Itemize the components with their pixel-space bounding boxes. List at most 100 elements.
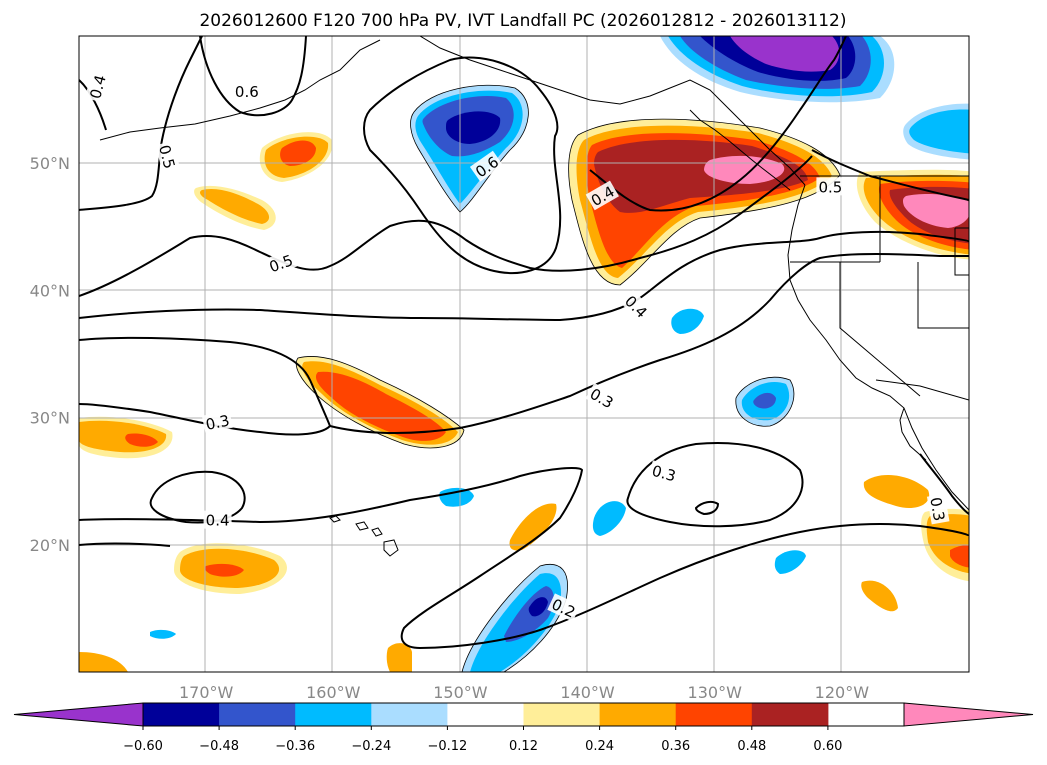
contour-0.3-mid [329,253,969,434]
shade-small-9-orange [386,643,412,672]
contour-0.6-gulf [363,56,562,274]
contour-label-text: 0.5 [155,143,179,171]
lon-tick-label: 150°W [433,683,488,702]
contour-label: 0.4 [84,70,110,103]
contour-0.2-south [79,467,969,650]
contour-0.3-left [79,336,332,436]
shade-inland-pink [902,194,969,228]
contour-0.5-upper [79,155,813,297]
coastlines [99,36,969,557]
colorbar-tick-label: −0.24 [351,739,391,754]
colorbar-segment [599,703,677,726]
contour-label: 0.3 [648,460,680,486]
contour-0.4-mid [79,230,969,322]
shade-small-6-orange [863,475,930,509]
contour-label-text: 0.3 [650,462,678,486]
colorbar-tick-label: −0.48 [199,739,239,754]
coast-alaska-mainland [419,36,806,186]
contour-0.3-se [919,453,969,515]
lon-tick-label: 130°W [688,683,743,702]
contour-label: 0.6 [232,81,261,101]
lat-tick-label: 30°N [30,409,70,428]
border-us-mexico [875,379,969,401]
contour-0.3-small-oval [694,500,720,516]
hawaii-island-4 [383,539,399,557]
shade-small-7-red [950,544,969,568]
coast-alaska-peninsula [99,39,381,141]
contour-0.4-ne [589,36,847,212]
colorbar-segment [219,703,296,726]
shade-south-navy [528,597,548,617]
contour-0.5-west [79,36,203,211]
map-title: 2026012600 F120 700 hPa PV, IVT Landfall… [199,11,846,31]
lon-tick-label: 140°W [560,683,615,702]
contour-label-bg [469,150,504,182]
contour-labels: 0.4 0.60.5 0.60.4 0.50.50.40.30.30.30.30.40… [84,70,950,622]
colorbar-segment [447,703,524,726]
map-frame [78,35,970,673]
shade-e-pacific-2-cyan [671,308,704,334]
contour-0.4-nw [79,79,107,131]
colorbar-extend-min [13,702,144,727]
shade-small-10-orange [79,652,128,672]
contour-label-bg [264,249,298,276]
contour-label: 0.5 [816,177,845,196]
shade-ne-corner-cyan [909,109,969,154]
contour-label-bg [84,70,110,103]
lon-tick-label: 160°W [306,683,361,702]
contour-label-text: 0.3 [926,496,948,523]
ivt-negative-shading [150,36,969,672]
hawaii-island-2 [355,521,369,531]
contour-0.2-bottom-left [79,542,171,547]
contour-label: 0.3 [926,493,950,525]
contour-label-bg [620,289,653,323]
latitude-ticks: 20°N 30°N 40°N 50°N [30,154,70,555]
contour-label-bg [232,81,261,100]
contour-label: 0.5 [155,140,181,173]
colorbar-tick-label: 0.60 [813,739,842,754]
shade-small-1-red [280,140,316,166]
contour-label-text: 0.4 [86,73,110,101]
shade-small-3-red [125,433,158,447]
coast-bc-islands [689,109,791,191]
colorbar-segment [751,703,829,726]
contour-label-bg [155,140,181,173]
shade-e-pacific-4-cyan [774,550,806,574]
colorbar-segment [523,703,601,726]
border-state-6 [954,228,969,276]
colorbar-tick-label: 0.48 [737,739,766,754]
colorbar-tick-label: 0.12 [509,739,538,754]
contour-label-bg [585,382,619,413]
colorbar-segment [371,703,448,726]
contour-0.5-inland [811,149,969,201]
contour-0.6-alaska [199,36,307,117]
contour-label-bg [926,493,950,525]
colorbar-segment [143,703,220,726]
colorbar: −0.60 −0.48 −0.36 −0.24 −0.12 0.12 0.24 0.36 0.4… [13,702,1034,754]
shade-small-2-orange [200,188,270,224]
lon-tick-label: 120°W [815,683,870,702]
colorbar-tick-label: 0.36 [661,739,690,754]
colorbar-segment [675,703,753,726]
shade-north-purple [730,36,840,72]
contour-0.4-small [149,470,246,524]
lon-tick-label: 170°W [179,683,234,702]
contour-0.3-oval [626,442,804,528]
lat-tick-label: 20°N [30,536,70,555]
shade-e-pacific-3-cyan [592,501,626,536]
contour-label-bg [547,593,581,622]
contour-label: 0.3 [201,409,233,434]
hawaii-island-3 [371,527,383,537]
colorbar-extend-max [903,702,1034,727]
shade-hawaii-cyan [439,487,474,507]
shade-small-neg-cyan [150,629,176,639]
contour-label-bg [203,510,232,529]
shade-small-8-orange [861,580,898,612]
colorbar-tick-label: −0.36 [275,739,315,754]
contour-label-text: 0.6 [235,83,259,101]
colorbar-tick-label: −0.12 [427,739,467,754]
colorbar-tick-label: 0.24 [585,739,614,754]
contour-label-text: 0.3 [204,411,231,434]
pv-contours [79,36,969,650]
